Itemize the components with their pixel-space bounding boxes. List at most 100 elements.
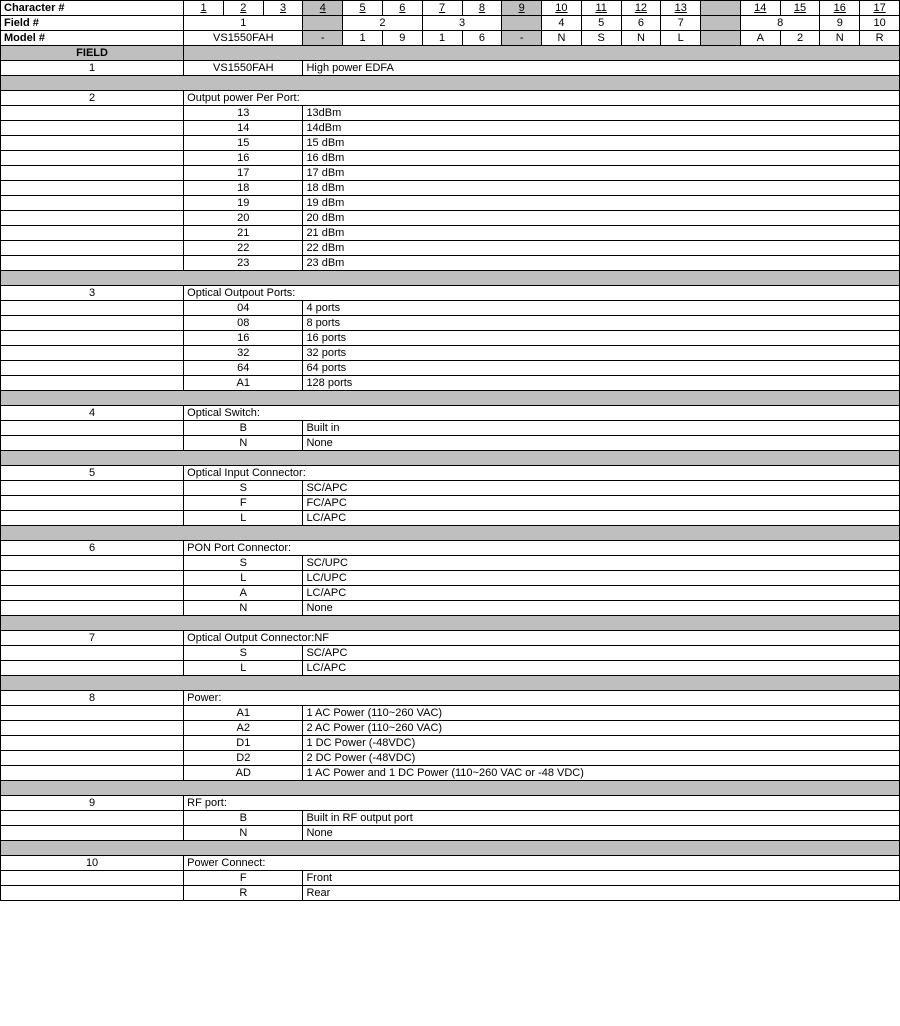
section-field-num: 9 xyxy=(1,796,184,811)
option-row: 1616 dBm xyxy=(1,151,900,166)
field-num xyxy=(502,16,542,31)
character-num: 1 xyxy=(184,1,224,16)
option-code: N xyxy=(184,601,303,616)
empty xyxy=(1,721,184,736)
option-code: 16 xyxy=(184,151,303,166)
character-num: 7 xyxy=(422,1,462,16)
option-code: S xyxy=(184,556,303,571)
empty xyxy=(1,811,184,826)
option-code: 08 xyxy=(184,316,303,331)
option-desc: 16 ports xyxy=(303,331,900,346)
option-row: NNone xyxy=(1,436,900,451)
section-field-num: 10 xyxy=(1,856,184,871)
model-value: S xyxy=(581,31,621,46)
field-header-row: FIELD xyxy=(1,46,900,61)
empty xyxy=(1,331,184,346)
option-row: 6464 ports xyxy=(1,361,900,376)
model-value: 9 xyxy=(382,31,422,46)
option-code: 22 xyxy=(184,241,303,256)
option-desc: 23 dBm xyxy=(303,256,900,271)
character-num: 6 xyxy=(382,1,422,16)
option-row: BBuilt in RF output port xyxy=(1,811,900,826)
empty xyxy=(1,166,184,181)
option-desc: 16 dBm xyxy=(303,151,900,166)
option-desc: 1 DC Power (-48VDC) xyxy=(303,736,900,751)
section-title-row: 10Power Connect: xyxy=(1,856,900,871)
model-value xyxy=(701,31,741,46)
option-row: 1616 ports xyxy=(1,331,900,346)
option-desc: 18 dBm xyxy=(303,181,900,196)
option-desc: Rear xyxy=(303,886,900,901)
empty xyxy=(1,106,184,121)
section-field-num: 2 xyxy=(1,91,184,106)
empty xyxy=(1,826,184,841)
option-code: S xyxy=(184,481,303,496)
model-label: Model # xyxy=(1,31,184,46)
option-desc: FC/APC xyxy=(303,496,900,511)
option-desc: 128 ports xyxy=(303,376,900,391)
option-code: A2 xyxy=(184,721,303,736)
option-code: 14 xyxy=(184,121,303,136)
section-title: VS1550FAH xyxy=(184,61,303,76)
option-code: 32 xyxy=(184,346,303,361)
section-desc: High power EDFA xyxy=(303,61,900,76)
gray-divider xyxy=(1,271,900,286)
model-value: N xyxy=(621,31,661,46)
option-code: 23 xyxy=(184,256,303,271)
field-num: 2 xyxy=(343,16,423,31)
option-row: 2222 dBm xyxy=(1,241,900,256)
option-code: 16 xyxy=(184,331,303,346)
empty xyxy=(1,241,184,256)
section-field-num: 3 xyxy=(1,286,184,301)
option-row: SSC/APC xyxy=(1,646,900,661)
section-title-row: 3Optical Outpout Ports: xyxy=(1,286,900,301)
section-field-num: 1 xyxy=(1,61,184,76)
model-value: 1 xyxy=(343,31,383,46)
model-row: Model #VS1550FAH-1916-NSNLA2NR xyxy=(1,31,900,46)
character-num: 15 xyxy=(780,1,820,16)
option-desc: Built in RF output port xyxy=(303,811,900,826)
option-row: LLC/UPC xyxy=(1,571,900,586)
option-row: 2020 dBm xyxy=(1,211,900,226)
option-code: A1 xyxy=(184,706,303,721)
field-num: 9 xyxy=(820,16,860,31)
option-desc: Front xyxy=(303,871,900,886)
option-code: 17 xyxy=(184,166,303,181)
section-field-num: 8 xyxy=(1,691,184,706)
option-desc: 17 dBm xyxy=(303,166,900,181)
empty xyxy=(1,586,184,601)
option-row: A1128 ports xyxy=(1,376,900,391)
empty xyxy=(1,736,184,751)
section-title: Power: xyxy=(184,691,900,706)
field-row: Field #12345678910 xyxy=(1,16,900,31)
option-row: SSC/APC xyxy=(1,481,900,496)
option-code: 13 xyxy=(184,106,303,121)
option-code: B xyxy=(184,811,303,826)
section-field-num: 6 xyxy=(1,541,184,556)
gray-divider xyxy=(1,451,900,466)
option-row: LLC/APC xyxy=(1,661,900,676)
option-row: 1717 dBm xyxy=(1,166,900,181)
empty xyxy=(1,766,184,781)
option-row: AD1 AC Power and 1 DC Power (110~260 VAC… xyxy=(1,766,900,781)
character-row: Character #1234567891011121314151617 xyxy=(1,1,900,16)
option-desc: 1 AC Power and 1 DC Power (110~260 VAC o… xyxy=(303,766,900,781)
empty xyxy=(1,601,184,616)
option-desc: Built in xyxy=(303,421,900,436)
option-row: 088 ports xyxy=(1,316,900,331)
gray-divider xyxy=(1,76,900,91)
option-row: 1414dBm xyxy=(1,121,900,136)
section-title: PON Port Connector: xyxy=(184,541,900,556)
section-field-num: 4 xyxy=(1,406,184,421)
gray-divider xyxy=(1,781,900,796)
option-desc: LC/APC xyxy=(303,661,900,676)
character-num: 14 xyxy=(740,1,780,16)
option-row: 1515 dBm xyxy=(1,136,900,151)
section-title: Optical Input Connector: xyxy=(184,466,900,481)
option-code: F xyxy=(184,871,303,886)
empty xyxy=(1,481,184,496)
option-desc: SC/UPC xyxy=(303,556,900,571)
section-title: Optical Output Connector:NF xyxy=(184,631,900,646)
empty xyxy=(1,346,184,361)
character-num: 2 xyxy=(223,1,263,16)
